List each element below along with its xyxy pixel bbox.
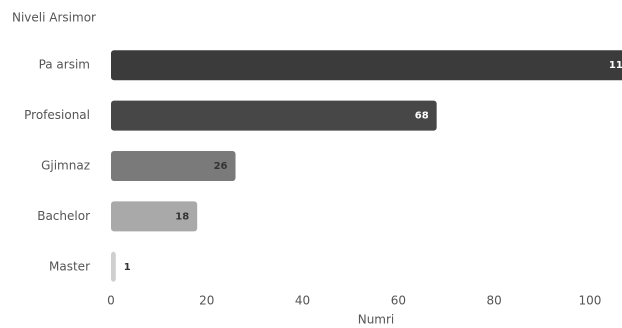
bar [111,151,236,181]
x-tick-label: 60 [391,294,406,308]
x-tick-label: 80 [486,294,501,308]
x-tick-label: 100 [578,294,601,308]
value-label: 26 [214,161,228,172]
y-tick-label: Bachelor [37,209,90,223]
y-tick-label: Master [49,259,90,273]
value-label: 1 [124,262,131,273]
y-tick-label: Profesional [24,108,90,122]
y-tick-label: Pa arsim [39,58,90,72]
bar [111,50,622,81]
x-tick-label: 40 [295,294,310,308]
value-label: 110 [609,60,622,71]
bar [111,251,116,282]
chart-title: Niveli Arsimor [12,11,96,25]
bar [111,201,198,232]
y-tick-label: Gjimnaz [41,159,90,173]
value-label: 18 [175,211,189,222]
x-tick-label: 0 [107,294,115,308]
value-label: 68 [415,111,429,122]
bar [111,100,437,131]
x-tick-label: 20 [199,294,214,308]
x-axis-title: Numri [358,313,395,327]
